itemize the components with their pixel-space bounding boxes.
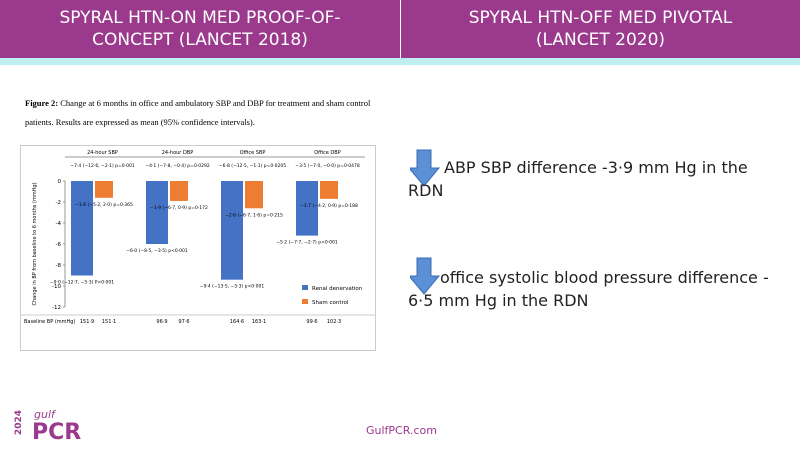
bullet: ABP SBP difference -3·9 mm Hg in the RDN xyxy=(408,158,748,201)
left-header: SPYRAL HTN-ON MED PROOF-OF-CONCEPT (LANC… xyxy=(0,0,400,58)
logo: 2024 gulf PCR xyxy=(14,408,104,448)
baseline-value: 99·6 xyxy=(306,319,317,325)
right-title: SPYRAL HTN-OFF MED PIVOTAL (LANCET 2020) xyxy=(468,7,733,50)
chart-frame xyxy=(20,145,376,351)
y-tick-label: -10 xyxy=(52,284,61,290)
bullet: office systolic blood pressure differenc… xyxy=(408,268,769,311)
y-tick-label: -8 xyxy=(56,263,62,269)
legend-swatch xyxy=(302,285,308,290)
arrow-icon xyxy=(410,257,441,295)
bar xyxy=(146,181,168,244)
difference-label: −6·8 (−12·5, −1·1) p=0·0205 xyxy=(219,163,286,169)
y-tick-label: -6 xyxy=(56,242,62,248)
baseline-value: 96·9 xyxy=(156,319,167,325)
value-label: −5·2 (−7·7, −2·7) p<0·001 xyxy=(276,240,338,246)
difference-label: −7·4 (−12·6, −2·1) p=0·001 xyxy=(70,163,135,169)
category-label: 24-hour SBP xyxy=(87,150,118,156)
baseline-value: 164·6 xyxy=(230,319,244,325)
category-label: 24-hour DBP xyxy=(162,150,194,156)
value-label: −1·7 (−4·2, 0·9) p=0·188 xyxy=(300,203,358,209)
caption-text: Change at 6 months in office and ambulat… xyxy=(25,98,371,127)
baseline-value: 102·3 xyxy=(327,319,341,325)
bar xyxy=(320,181,338,199)
category-label: Office DBP xyxy=(314,150,340,156)
legend-swatch xyxy=(302,299,308,304)
value-label: −9·0 (−12·7, −5·3) P<0·001 xyxy=(50,280,114,286)
y-tick-label: -2 xyxy=(56,200,61,206)
baseline-value: 151·1 xyxy=(102,319,116,325)
logo-year: 2024 xyxy=(14,410,24,436)
baseline-label: Baseline BP (mmHg) xyxy=(24,319,75,325)
value-label: −9·4 (−13·5, −5·3) p<0·001 xyxy=(200,284,265,290)
legend-label: Renal denervation xyxy=(312,286,363,292)
left-title: SPYRAL HTN-ON MED PROOF-OF-CONCEPT (LANC… xyxy=(59,7,341,50)
baseline-value: 97·6 xyxy=(178,319,189,325)
bar xyxy=(170,181,188,201)
y-tick-label: -4 xyxy=(56,221,62,227)
header-strip xyxy=(0,58,800,65)
value-label: −1·9 (−6·7, 0·9) p=0·172 xyxy=(150,205,208,211)
y-tick-label: 0 xyxy=(58,179,62,185)
bar xyxy=(245,181,263,209)
y-axis-label: Change in BP from baseline to 6 months (… xyxy=(32,182,38,305)
bar xyxy=(296,181,318,236)
baseline-value: 151·9 xyxy=(80,319,94,325)
caption-label: Figure 2: xyxy=(25,98,59,108)
y-tick-label: -12 xyxy=(52,305,61,311)
bar xyxy=(95,181,113,198)
category-label: Office SBP xyxy=(240,150,266,156)
logo-pcr: PCR xyxy=(32,420,82,445)
right-header: SPYRAL HTN-OFF MED PIVOTAL (LANCET 2020) xyxy=(401,0,800,58)
bar xyxy=(71,181,93,276)
chart: Change in BP from baseline to 6 months (… xyxy=(20,145,376,351)
value-label: −1·6 (−5·2, 2·0) p=0·365 xyxy=(75,202,133,208)
arrow-icon xyxy=(410,149,441,187)
difference-label: −3·5 (−7·0, −0·0) p=0·0478 xyxy=(295,163,360,169)
legend-label: Sham control xyxy=(312,300,349,306)
value-label: −2·6 (−6·7, 1·6) p=0·215 xyxy=(225,212,283,218)
baseline-value: 163·1 xyxy=(252,319,266,325)
footer-url: GulfPCR.com xyxy=(366,424,437,437)
logo-gulf: gulf xyxy=(34,408,55,421)
figure-caption: Figure 2: Change at 6 months in office a… xyxy=(25,94,380,131)
difference-label: −4·1 (−7·8, −0·4) p=0·0292 xyxy=(145,163,210,169)
bar xyxy=(221,181,243,280)
value-label: −6·0 (−8·5, −3·5) p<0·001 xyxy=(126,248,188,254)
